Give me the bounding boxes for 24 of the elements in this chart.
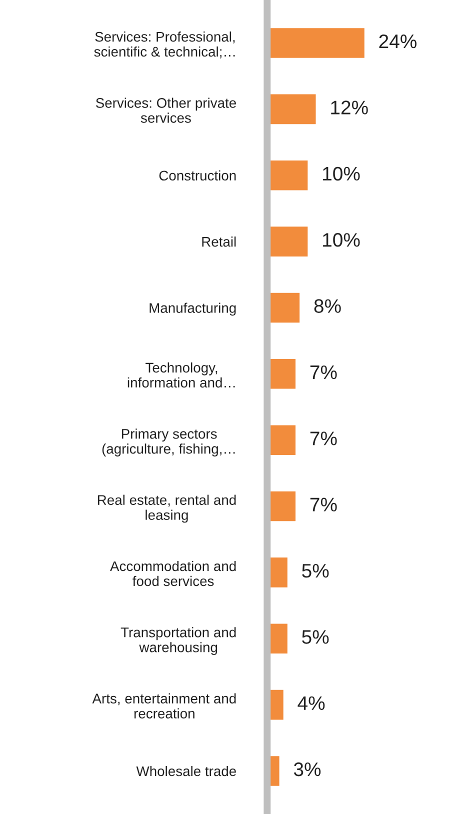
data-label: 12% [331, 100, 368, 114]
y-tick-label: Technology, information and… [128, 362, 235, 388]
data-label: 4% [298, 696, 325, 710]
data-label: 7% [310, 365, 337, 380]
y-tick-label: Manufacturing [150, 302, 236, 316]
y-tick-label: Retail [202, 236, 236, 247]
y-tick-label: Construction [159, 170, 236, 181]
data-label: 3% [294, 762, 321, 776]
data-label: 7% [310, 432, 337, 446]
data-label: 10% [323, 166, 360, 181]
y-tick-label: Arts, entertainment and recreation [92, 693, 236, 718]
y-tick-label: Services: Professional, scientific & technical;… [94, 32, 235, 58]
data-label: 10% [323, 233, 360, 247]
y-tick-label: Services: Other private services [96, 98, 236, 123]
data-label: 5% [302, 630, 329, 644]
y-tick-label: Wholesale trade [136, 766, 236, 776]
y-tick-label: Transportation and warehousing [120, 627, 236, 656]
data-label: 5% [302, 564, 329, 578]
data-label: 7% [310, 498, 337, 512]
y-tick-label: Real estate, rental and leasing [98, 494, 236, 523]
data-label: 8% [314, 299, 341, 313]
y-tick-label: Accommodation and food services [110, 560, 236, 586]
y-tick-label: Primary sectors (agriculture, fishing,… [102, 428, 235, 456]
data-label: 24% [379, 34, 417, 48]
